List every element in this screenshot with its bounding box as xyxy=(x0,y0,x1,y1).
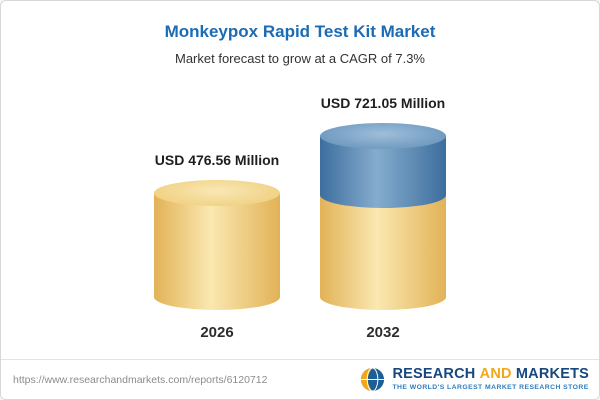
logo-wordmark: RESEARCH AND MARKETS xyxy=(392,367,589,382)
cylinder-body-gold xyxy=(154,193,280,310)
year-label-2032: 2032 xyxy=(366,324,400,341)
globe-icon xyxy=(361,367,385,392)
value-label-2026: USD 476.56 Million xyxy=(154,152,280,168)
logo-tagline: THE WORLD'S LARGEST MARKET RESEARCH STOR… xyxy=(392,383,589,391)
cylinder-body-gold-lower xyxy=(320,195,446,310)
report-url: https://www.researchandmarkets.com/repor… xyxy=(13,373,268,386)
footer-bar: https://www.researchandmarkets.com/repor… xyxy=(1,359,599,399)
logo-word-and: AND xyxy=(479,366,512,383)
cylinder-top-blue xyxy=(320,123,446,149)
logo-word-research: RESEARCH xyxy=(392,366,476,383)
cylinder-bar-2032 xyxy=(320,123,446,310)
chart-subtitle: Market forecast to grow at a CAGR of 7.3… xyxy=(175,51,425,66)
chart-title: Monkeypox Rapid Test Kit Market xyxy=(164,22,436,41)
chart-header: Monkeypox Rapid Test Kit Market Market f… xyxy=(1,1,599,66)
logo-word-markets: MARKETS xyxy=(515,366,589,383)
year-label-2026: 2026 xyxy=(200,324,234,341)
research-and-markets-logo: RESEARCH AND MARKETS THE WORLD'S LARGEST… xyxy=(360,367,589,392)
logo-text: RESEARCH AND MARKETS THE WORLD'S LARGEST… xyxy=(392,367,589,391)
cylinder-bar-2026 xyxy=(154,180,280,310)
bar-group-2032: USD 721.05 Million 2032 xyxy=(320,95,446,341)
bar-group-2026: USD 476.56 Million 2026 xyxy=(154,152,280,341)
value-label-2032: USD 721.05 Million xyxy=(320,95,446,111)
plot-area: USD 476.56 Million 2026 USD 721.05 Milli… xyxy=(1,95,599,341)
cylinder-top-gold xyxy=(154,180,280,206)
